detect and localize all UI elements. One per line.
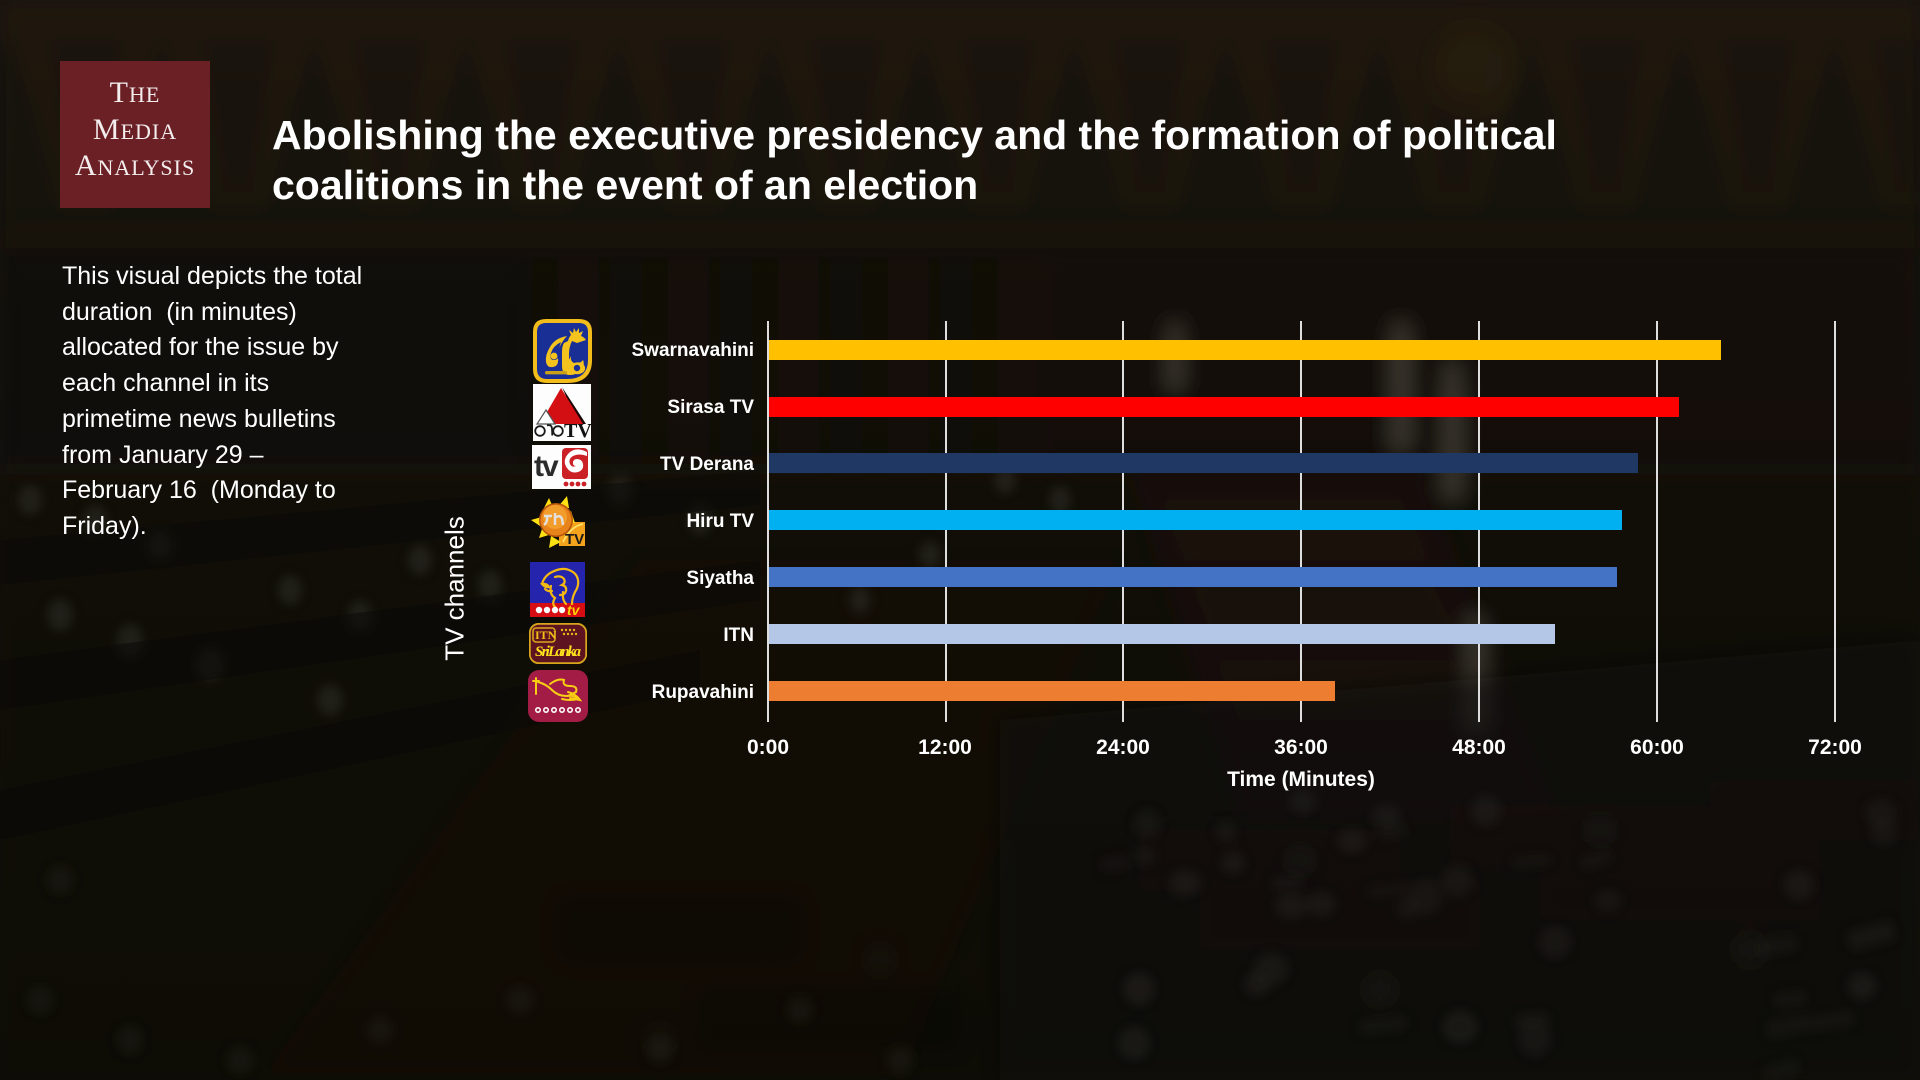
svg-text:TV: TV [565, 531, 584, 548]
svg-text:ITN: ITN [535, 628, 557, 642]
svg-text:tv: tv [567, 602, 581, 617]
svg-text:SriLanka: SriLanka [535, 644, 582, 660]
svg-text:TV: TV [564, 420, 591, 441]
svg-text:tv: tv [534, 450, 559, 483]
